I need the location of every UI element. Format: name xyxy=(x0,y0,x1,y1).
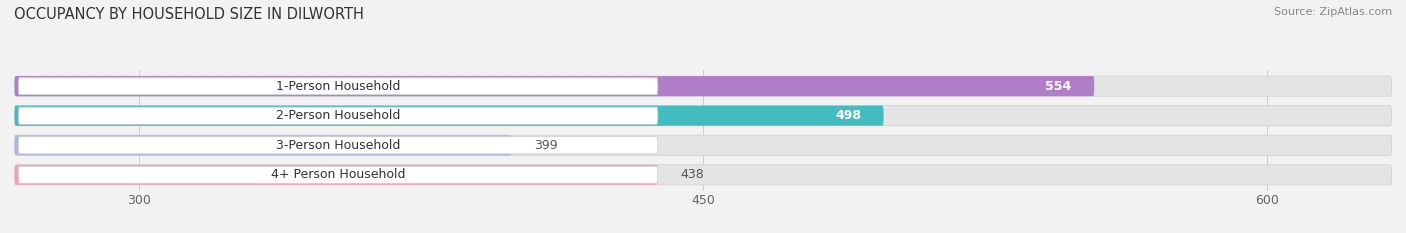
Text: 1-Person Household: 1-Person Household xyxy=(276,80,401,93)
FancyBboxPatch shape xyxy=(18,107,658,124)
FancyBboxPatch shape xyxy=(18,166,658,183)
Text: 2-Person Household: 2-Person Household xyxy=(276,109,401,122)
Text: Source: ZipAtlas.com: Source: ZipAtlas.com xyxy=(1274,7,1392,17)
FancyBboxPatch shape xyxy=(14,106,1392,126)
Text: 3-Person Household: 3-Person Household xyxy=(276,139,401,152)
Text: 554: 554 xyxy=(1046,80,1071,93)
FancyBboxPatch shape xyxy=(14,135,1392,155)
FancyBboxPatch shape xyxy=(14,106,883,126)
Text: 498: 498 xyxy=(835,109,860,122)
Text: 399: 399 xyxy=(534,139,557,152)
FancyBboxPatch shape xyxy=(14,76,1392,96)
FancyBboxPatch shape xyxy=(14,76,1094,96)
FancyBboxPatch shape xyxy=(18,78,658,95)
Text: 4+ Person Household: 4+ Person Household xyxy=(271,168,405,181)
Text: OCCUPANCY BY HOUSEHOLD SIZE IN DILWORTH: OCCUPANCY BY HOUSEHOLD SIZE IN DILWORTH xyxy=(14,7,364,22)
FancyBboxPatch shape xyxy=(14,165,1392,185)
Text: 438: 438 xyxy=(681,168,704,181)
FancyBboxPatch shape xyxy=(14,135,512,155)
FancyBboxPatch shape xyxy=(18,137,658,154)
FancyBboxPatch shape xyxy=(14,165,658,185)
